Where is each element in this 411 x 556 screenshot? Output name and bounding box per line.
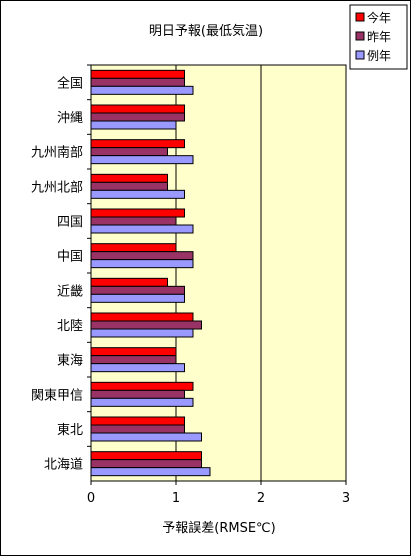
bar-3-4 — [90, 189, 185, 199]
bar-2-5 — [90, 216, 177, 226]
bar-3-12 — [90, 467, 211, 477]
x-tick-label: 2 — [257, 491, 265, 506]
bar-3-5 — [90, 224, 194, 234]
x-tick-label: 3 — [342, 491, 350, 506]
bar-3-6 — [90, 259, 194, 269]
bar-2-3 — [90, 147, 168, 157]
bar-2-4 — [90, 181, 168, 191]
bars — [90, 69, 211, 477]
category-label: 中国 — [57, 250, 83, 265]
category-label: 関東甲信 — [31, 387, 83, 403]
bar-3-8 — [90, 328, 194, 338]
bar-2-10 — [90, 389, 185, 399]
bar-2-11 — [90, 424, 185, 434]
bar-1-2 — [90, 104, 185, 114]
bar-1-6 — [90, 243, 177, 253]
x-axis-label: 予報誤差(RMSE℃) — [162, 520, 275, 536]
bar-1-11 — [90, 416, 185, 426]
category-label: 九州南部 — [31, 145, 83, 161]
bar-1-4 — [90, 173, 168, 183]
legend-label: 例年 — [367, 49, 391, 63]
plot-area — [90, 64, 347, 482]
legend-swatch — [355, 31, 365, 41]
category-label: 北海道 — [44, 458, 83, 473]
category-label: 東海 — [57, 353, 83, 369]
bar-2-9 — [90, 355, 177, 365]
legend-label: 今年 — [367, 10, 391, 25]
gridlines — [175, 65, 262, 481]
bar-3-7 — [90, 293, 185, 303]
category-label: 沖縄 — [57, 111, 83, 126]
bar-1-8 — [90, 312, 194, 322]
x-tick-label: 0 — [87, 491, 95, 506]
x-tick-labels: 0 1 2 3 — [87, 481, 350, 506]
bar-3-10 — [90, 397, 194, 407]
bar-2-12 — [90, 459, 202, 469]
bar-3-3 — [90, 155, 194, 165]
bar-3-11 — [90, 432, 202, 442]
category-label: 北陸 — [57, 318, 83, 334]
x-tick-label: 1 — [172, 491, 180, 506]
bar-2-6 — [90, 251, 194, 261]
bar-1-10 — [90, 381, 194, 391]
category-label: 全国 — [57, 75, 83, 91]
bar-2-2 — [90, 112, 185, 122]
category-label: 東北 — [57, 422, 83, 438]
category-label: 四国 — [57, 215, 83, 230]
bar-1-9 — [90, 347, 177, 357]
bar-2-1 — [90, 77, 185, 87]
bar-2-8 — [90, 320, 202, 330]
bar-1-1 — [90, 69, 185, 79]
bar-3-9 — [90, 363, 185, 373]
bar-3-2 — [90, 120, 177, 130]
chart-title: 明日予報(最低気温) — [149, 23, 263, 39]
bar-2-7 — [90, 285, 185, 295]
category-label: 九州北部 — [31, 180, 83, 195]
legend-swatch — [355, 12, 365, 22]
bar-3-1 — [90, 85, 194, 95]
bar-1-12 — [90, 451, 202, 461]
category-label: 近畿 — [57, 284, 83, 299]
bar-1-5 — [90, 208, 185, 218]
legend-swatch — [355, 50, 365, 60]
legend-label: 昨年 — [367, 30, 391, 44]
bar-1-7 — [90, 277, 168, 287]
bar-1-3 — [90, 139, 185, 149]
